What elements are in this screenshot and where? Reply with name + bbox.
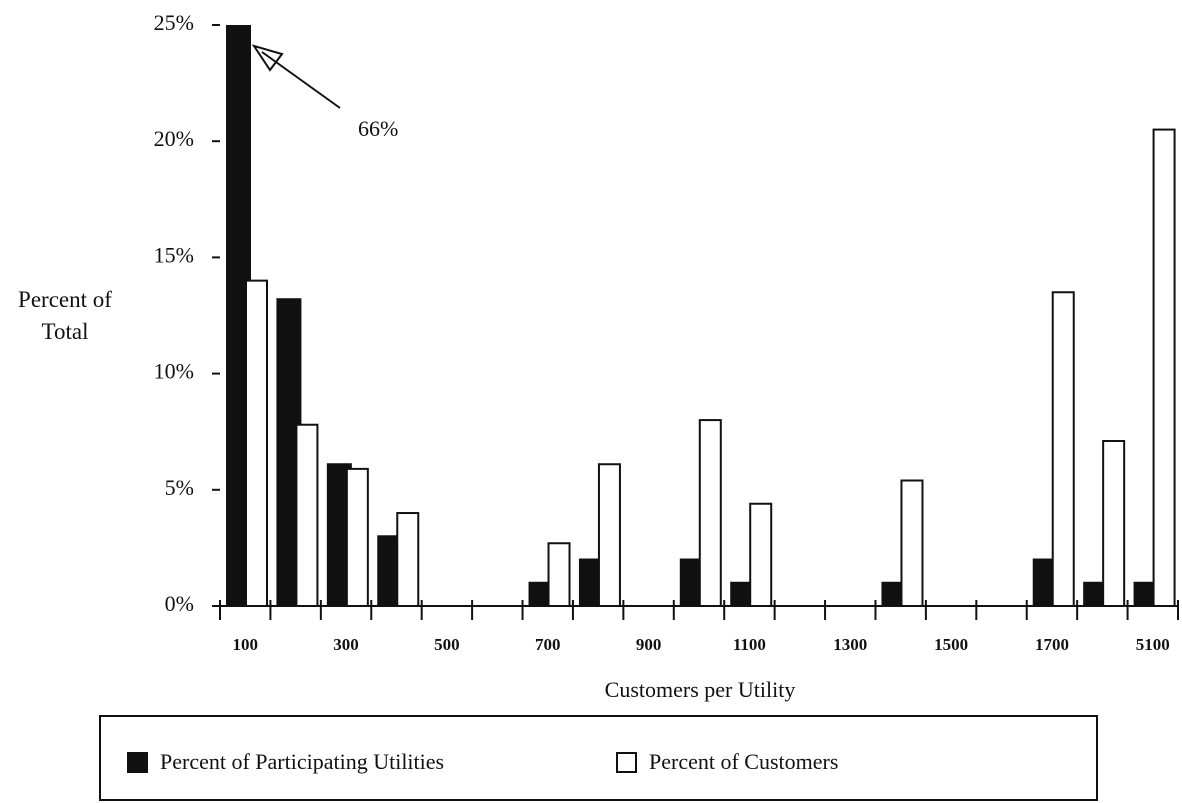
- y-axis-label: Percent of Total: [18, 287, 112, 344]
- x-tick-label: 300: [333, 635, 359, 654]
- bar: [749, 502, 773, 607]
- bar: [226, 25, 251, 607]
- y-tick-label: 25%: [154, 10, 194, 35]
- bar: [1051, 291, 1075, 607]
- x-tick-label: 1500: [934, 635, 968, 654]
- legend-swatch: [616, 752, 637, 773]
- x-axis-label: Customers per Utility: [605, 677, 796, 702]
- x-tick-label: 1100: [733, 635, 766, 654]
- legend-swatch: [127, 752, 148, 773]
- arrow-head: [251, 44, 284, 72]
- annotation: 66%: [358, 116, 398, 141]
- bar: [345, 467, 369, 607]
- x-tick-label: 900: [636, 635, 662, 654]
- legend-label: Percent of Customers: [649, 749, 838, 774]
- bar: [547, 542, 571, 608]
- legend-label: Percent of Participating Utilities: [160, 749, 444, 774]
- bar: [597, 463, 621, 607]
- y-tick-label: 10%: [154, 359, 194, 384]
- bar: [245, 279, 268, 607]
- y-tick-label: 5%: [165, 475, 194, 500]
- bar: [1152, 128, 1176, 608]
- x-tick-label: 100: [232, 635, 258, 654]
- bar: [295, 423, 319, 607]
- legend-box: [99, 715, 1098, 801]
- x-tick-label: 700: [535, 635, 561, 654]
- x-tick-label: 1300: [833, 635, 867, 654]
- y-tick-label: 0%: [165, 591, 194, 616]
- bar: [1102, 439, 1126, 607]
- y-tick-label: 15%: [154, 242, 194, 267]
- bar: [396, 512, 420, 607]
- x-tick-label: 1700: [1035, 635, 1069, 654]
- x-tick-label: 500: [434, 635, 460, 654]
- bar: [698, 419, 722, 607]
- y-tick-label: 20%: [154, 126, 194, 151]
- bar: [900, 479, 924, 607]
- x-tick-label: 5100: [1136, 635, 1170, 654]
- annotation-arrow: [261, 51, 341, 109]
